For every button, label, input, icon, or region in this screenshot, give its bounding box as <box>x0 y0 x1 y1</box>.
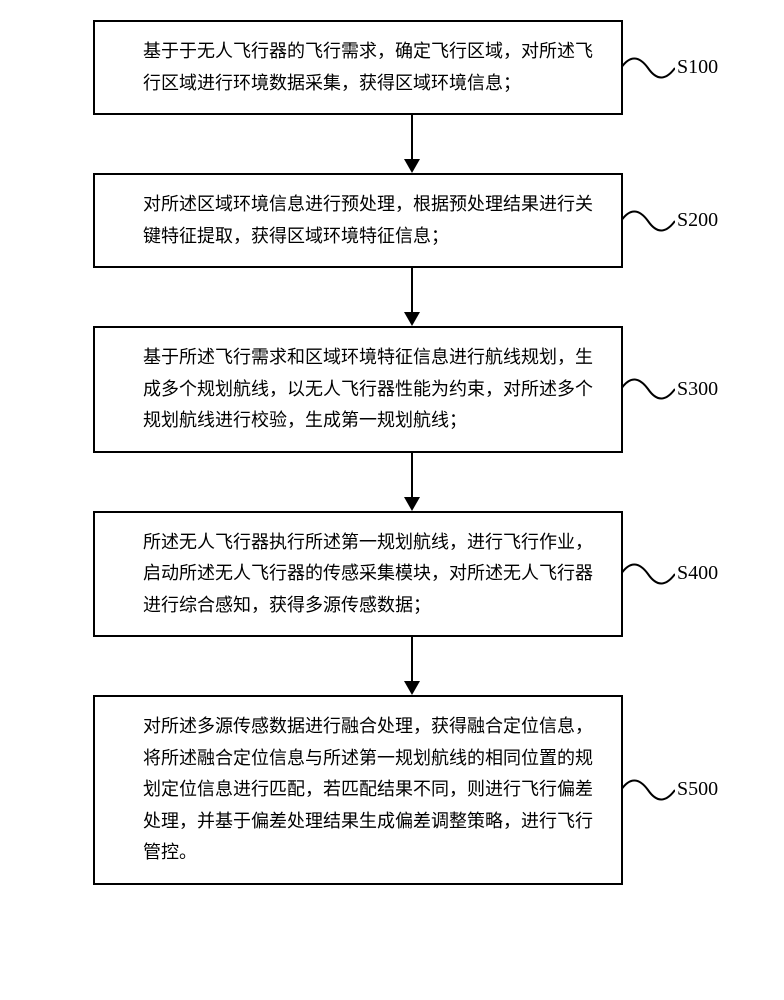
arrow-down-icon <box>147 115 677 173</box>
step-text: 基于所述飞行需求和区域环境特征信息进行航线规划，生成多个规划航线，以无人飞行器性… <box>143 347 593 430</box>
wave-icon <box>621 206 675 236</box>
wave-icon <box>621 775 675 805</box>
step-row-s400: 所述无人飞行器执行所述第一规划航线，进行飞行作业，启动所述无人飞行器的传感采集模… <box>93 511 731 638</box>
connector-s100: S100 <box>621 53 731 83</box>
flowchart-container: 基于于无人飞行器的飞行需求，确定飞行区域，对所述飞行区域进行环境数据采集，获得区… <box>0 0 784 885</box>
connector-s300: S300 <box>621 374 731 404</box>
arrow-down-icon <box>147 453 677 511</box>
step-text: 基于于无人飞行器的飞行需求，确定飞行区域，对所述飞行区域进行环境数据采集，获得区… <box>143 41 593 93</box>
step-box-s500: 对所述多源传感数据进行融合处理，获得融合定位信息，将所述融合定位信息与所述第一规… <box>93 695 623 885</box>
step-row-s100: 基于于无人飞行器的飞行需求，确定飞行区域，对所述飞行区域进行环境数据采集，获得区… <box>93 20 731 115</box>
step-text: 对所述区域环境信息进行预处理，根据预处理结果进行关键特征提取，获得区域环境特征信… <box>143 194 593 246</box>
step-row-s200: 对所述区域环境信息进行预处理，根据预处理结果进行关键特征提取，获得区域环境特征信… <box>93 173 731 268</box>
step-row-s500: 对所述多源传感数据进行融合处理，获得融合定位信息，将所述融合定位信息与所述第一规… <box>93 695 731 885</box>
connector-s200: S200 <box>621 206 731 236</box>
step-text: 对所述多源传感数据进行融合处理，获得融合定位信息，将所述融合定位信息与所述第一规… <box>143 716 593 862</box>
step-label: S500 <box>677 778 718 801</box>
step-box-s200: 对所述区域环境信息进行预处理，根据预处理结果进行关键特征提取，获得区域环境特征信… <box>93 173 623 268</box>
step-box-s300: 基于所述飞行需求和区域环境特征信息进行航线规划，生成多个规划航线，以无人飞行器性… <box>93 326 623 453</box>
wave-icon <box>621 559 675 589</box>
arrow-down-icon <box>147 637 677 695</box>
step-label: S200 <box>677 209 718 232</box>
connector-s400: S400 <box>621 559 731 589</box>
step-label: S300 <box>677 378 718 401</box>
step-label: S100 <box>677 56 718 79</box>
step-box-s100: 基于于无人飞行器的飞行需求，确定飞行区域，对所述飞行区域进行环境数据采集，获得区… <box>93 20 623 115</box>
step-box-s400: 所述无人飞行器执行所述第一规划航线，进行飞行作业，启动所述无人飞行器的传感采集模… <box>93 511 623 638</box>
connector-s500: S500 <box>621 775 731 805</box>
step-text: 所述无人飞行器执行所述第一规划航线，进行飞行作业，启动所述无人飞行器的传感采集模… <box>143 532 593 615</box>
step-row-s300: 基于所述飞行需求和区域环境特征信息进行航线规划，生成多个规划航线，以无人飞行器性… <box>93 326 731 453</box>
arrow-down-icon <box>147 268 677 326</box>
step-label: S400 <box>677 562 718 585</box>
wave-icon <box>621 374 675 404</box>
wave-icon <box>621 53 675 83</box>
